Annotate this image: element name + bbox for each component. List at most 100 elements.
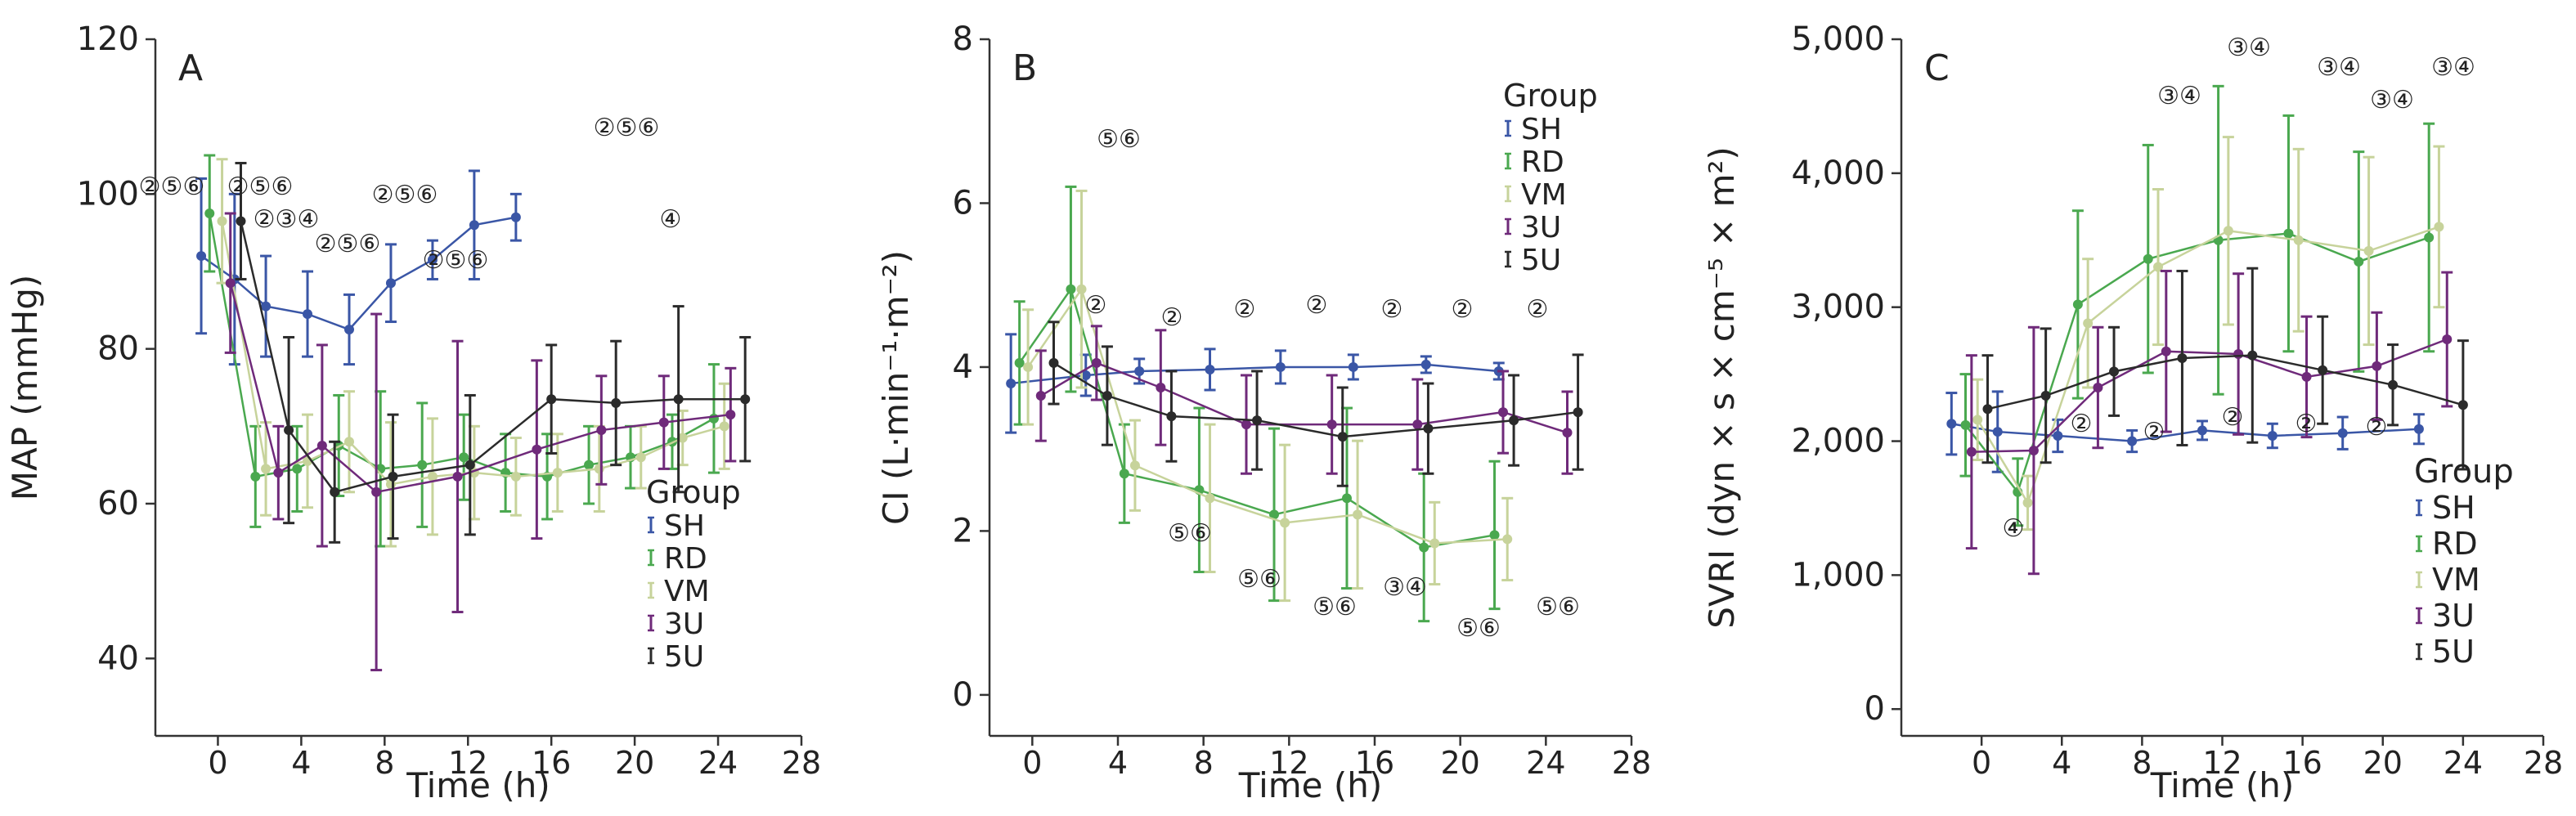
data-point bbox=[1014, 357, 1025, 368]
y-tick-label: 4,000 bbox=[1791, 155, 1885, 192]
legend-title: Group bbox=[646, 474, 741, 510]
legend-item-label: RD bbox=[1521, 146, 1564, 179]
data-point bbox=[1966, 446, 1977, 457]
significance-annotation: ② bbox=[1452, 295, 1474, 324]
data-point bbox=[2293, 235, 2304, 245]
series-line bbox=[1977, 226, 2439, 505]
data-point bbox=[330, 486, 340, 497]
data-point bbox=[1498, 407, 1508, 418]
x-tick-label: 0 bbox=[1022, 745, 1042, 781]
data-point bbox=[236, 216, 246, 226]
legend-item-label: VM bbox=[1521, 178, 1567, 212]
series-line bbox=[240, 221, 746, 494]
x-tick-label: 12 bbox=[2202, 745, 2242, 781]
data-point bbox=[2161, 346, 2171, 356]
legend-item-label: SH bbox=[2432, 490, 2475, 526]
x-tick-label: 20 bbox=[615, 745, 654, 781]
data-point bbox=[510, 212, 521, 222]
series-5U bbox=[235, 161, 752, 544]
significance-annotation: ②③④ bbox=[254, 205, 320, 234]
data-point bbox=[635, 452, 646, 463]
series-line bbox=[1971, 338, 2448, 453]
significance-annotation: ②⑤⑥ bbox=[315, 230, 381, 258]
x-tick-label: 8 bbox=[2132, 745, 2152, 781]
data-point bbox=[2457, 400, 2468, 410]
data-point bbox=[1412, 419, 1423, 430]
panel-letter: B bbox=[1012, 47, 1037, 89]
data-point bbox=[1241, 419, 1251, 430]
data-point bbox=[2363, 245, 2374, 256]
legend-item-label: VM bbox=[2432, 562, 2480, 598]
data-point bbox=[217, 216, 227, 226]
x-axis-label: Time (h) bbox=[1238, 765, 1383, 805]
significance-annotation: ② bbox=[2366, 413, 2388, 442]
data-point bbox=[2177, 352, 2188, 363]
series-SH bbox=[1945, 390, 2425, 473]
significance-annotation: ② bbox=[1085, 291, 1107, 320]
data-point bbox=[2109, 366, 2120, 377]
data-point bbox=[1353, 509, 1363, 520]
data-point bbox=[2372, 361, 2382, 371]
data-point bbox=[1280, 518, 1290, 528]
data-point bbox=[2233, 349, 2244, 360]
y-tick-label: 6 bbox=[953, 184, 973, 222]
data-point bbox=[452, 471, 463, 482]
data-point bbox=[2028, 446, 2039, 456]
data-point bbox=[1337, 432, 1348, 442]
panel-A: 0 4 8 12 16 20 24 28 40 60 80 100 120 Time (h) MAP (mm… bbox=[5, 20, 821, 805]
data-point bbox=[2083, 318, 2094, 329]
legend-item-label: 3U bbox=[2432, 598, 2475, 634]
data-point bbox=[2413, 424, 2424, 434]
data-point bbox=[546, 394, 557, 405]
data-point bbox=[673, 394, 684, 405]
significance-annotation: ② bbox=[2071, 410, 2093, 438]
data-point bbox=[250, 471, 261, 482]
data-point bbox=[261, 464, 272, 474]
data-point bbox=[1134, 365, 1145, 376]
data-point bbox=[2072, 299, 2083, 310]
legend-item-label: 5U bbox=[2432, 634, 2475, 670]
y-tick-label: 120 bbox=[77, 20, 139, 58]
data-point bbox=[1562, 428, 1573, 438]
significance-annotation: ⑤⑥ bbox=[1456, 614, 1501, 643]
x-tick-label: 0 bbox=[1972, 745, 1991, 781]
x-tick-label: 8 bbox=[375, 745, 394, 781]
legend-item-label: SH bbox=[664, 509, 705, 543]
data-point bbox=[596, 425, 607, 436]
legend-title: Group bbox=[2414, 453, 2514, 491]
data-point bbox=[1129, 460, 1140, 471]
x-tick-label: 12 bbox=[448, 745, 487, 781]
data-point bbox=[2143, 253, 2153, 264]
significance-annotation: ②⑤⑥ bbox=[372, 181, 438, 209]
data-point bbox=[1502, 534, 1513, 545]
x-tick-label: 16 bbox=[1355, 745, 1394, 781]
data-point bbox=[532, 444, 542, 455]
x-tick-label: 4 bbox=[2052, 745, 2071, 781]
significance-annotation: ②⑤⑥ bbox=[594, 114, 660, 142]
y-tick-label: 3,000 bbox=[1791, 289, 1885, 326]
significance-annotation: ② bbox=[2143, 418, 2165, 446]
x-tick-label: 24 bbox=[698, 745, 738, 781]
significance-annotation: ⑤⑥ bbox=[1237, 565, 1281, 594]
data-point bbox=[2318, 365, 2328, 375]
x-tick-label: 8 bbox=[1194, 745, 1214, 781]
data-point bbox=[1023, 361, 1034, 372]
legend-item-label: 3U bbox=[664, 608, 704, 641]
data-point bbox=[2337, 428, 2348, 438]
x-tick-label: 12 bbox=[1269, 745, 1308, 781]
data-point bbox=[2354, 256, 2364, 267]
data-point bbox=[469, 220, 479, 231]
data-point bbox=[2442, 334, 2453, 345]
data-point bbox=[417, 460, 428, 470]
x-tick-label: 28 bbox=[2524, 745, 2563, 781]
significance-annotation: ③④ bbox=[2317, 53, 2361, 82]
significance-annotation: ② bbox=[2222, 403, 2244, 432]
legend-item-label: SH bbox=[1521, 113, 1562, 146]
data-point bbox=[1573, 407, 1583, 418]
significance-annotation: ② bbox=[1527, 295, 1549, 324]
data-point bbox=[594, 464, 604, 474]
data-point bbox=[225, 278, 236, 289]
data-point bbox=[344, 437, 354, 447]
